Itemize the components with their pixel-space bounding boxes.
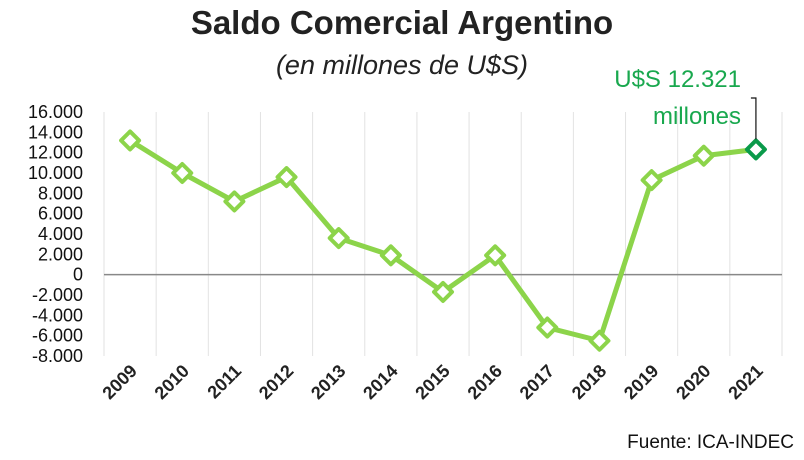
y-tick-label: 2.000 bbox=[38, 244, 83, 264]
x-axis-ticks: 2009 2010 2011 2012 2013 2014 2015 2016 2017 2018… bbox=[98, 361, 766, 403]
y-axis-ticks: 16.00014.00012.00010.0008.0006.0004.0002… bbox=[28, 102, 83, 366]
x-tick-label: 2014 bbox=[359, 361, 401, 403]
y-tick-label: -8.000 bbox=[32, 346, 83, 366]
annotation-leader-line bbox=[750, 97, 757, 140]
x-tick-label: 2012 bbox=[255, 361, 297, 403]
y-tick-label: 4.000 bbox=[38, 224, 83, 244]
y-tick-label: 0 bbox=[73, 265, 83, 285]
y-tick-label: -6.000 bbox=[32, 326, 83, 346]
y-tick-label: 8.000 bbox=[38, 183, 83, 203]
chart-subtitle: (en millones de U$S) bbox=[275, 50, 529, 80]
x-tick-label: 2009 bbox=[98, 361, 140, 403]
y-tick-label: 10.000 bbox=[28, 163, 83, 183]
data-point bbox=[327, 227, 350, 250]
y-tick-label: 14.000 bbox=[28, 122, 83, 142]
data-point bbox=[379, 244, 402, 267]
x-tick-label: 2016 bbox=[464, 361, 506, 403]
x-tick-label: 2013 bbox=[307, 361, 349, 403]
chart-title: Saldo Comercial Argentino bbox=[190, 4, 614, 41]
y-tick-label: 16.000 bbox=[28, 102, 83, 122]
data-point bbox=[588, 329, 611, 352]
x-tick-label: 2018 bbox=[568, 361, 610, 403]
x-tick-label: 2015 bbox=[411, 361, 453, 403]
data-point bbox=[744, 138, 767, 161]
data-point bbox=[432, 280, 454, 303]
x-tick-label: 2020 bbox=[672, 361, 714, 403]
x-tick-label: 2017 bbox=[516, 361, 558, 403]
x-tick-label: 2010 bbox=[151, 361, 193, 403]
data-point bbox=[223, 190, 246, 213]
y-tick-label: -2.000 bbox=[32, 285, 83, 305]
grid bbox=[103, 112, 783, 356]
annotation: U$S 12.321 millones bbox=[614, 66, 757, 140]
series-line bbox=[128, 138, 757, 344]
x-tick-label: 2011 bbox=[203, 361, 245, 403]
data-points bbox=[119, 129, 767, 352]
y-tick-label: 6.000 bbox=[38, 204, 83, 224]
annotation-unit: millones bbox=[653, 103, 741, 130]
x-tick-label: 2019 bbox=[620, 361, 662, 403]
data-point bbox=[119, 129, 142, 152]
y-tick-label: 12.000 bbox=[28, 143, 83, 163]
annotation-value: U$S 12.321 bbox=[614, 66, 741, 93]
source-note: Fuente: ICA-INDEC bbox=[627, 432, 794, 453]
data-point bbox=[171, 162, 194, 184]
data-point bbox=[536, 316, 559, 339]
y-tick-label: -4.000 bbox=[32, 305, 83, 325]
data-point bbox=[692, 144, 715, 167]
data-point bbox=[640, 169, 663, 192]
x-tick-label: 2021 bbox=[724, 361, 766, 403]
data-point bbox=[484, 244, 507, 267]
data-point bbox=[275, 166, 298, 189]
